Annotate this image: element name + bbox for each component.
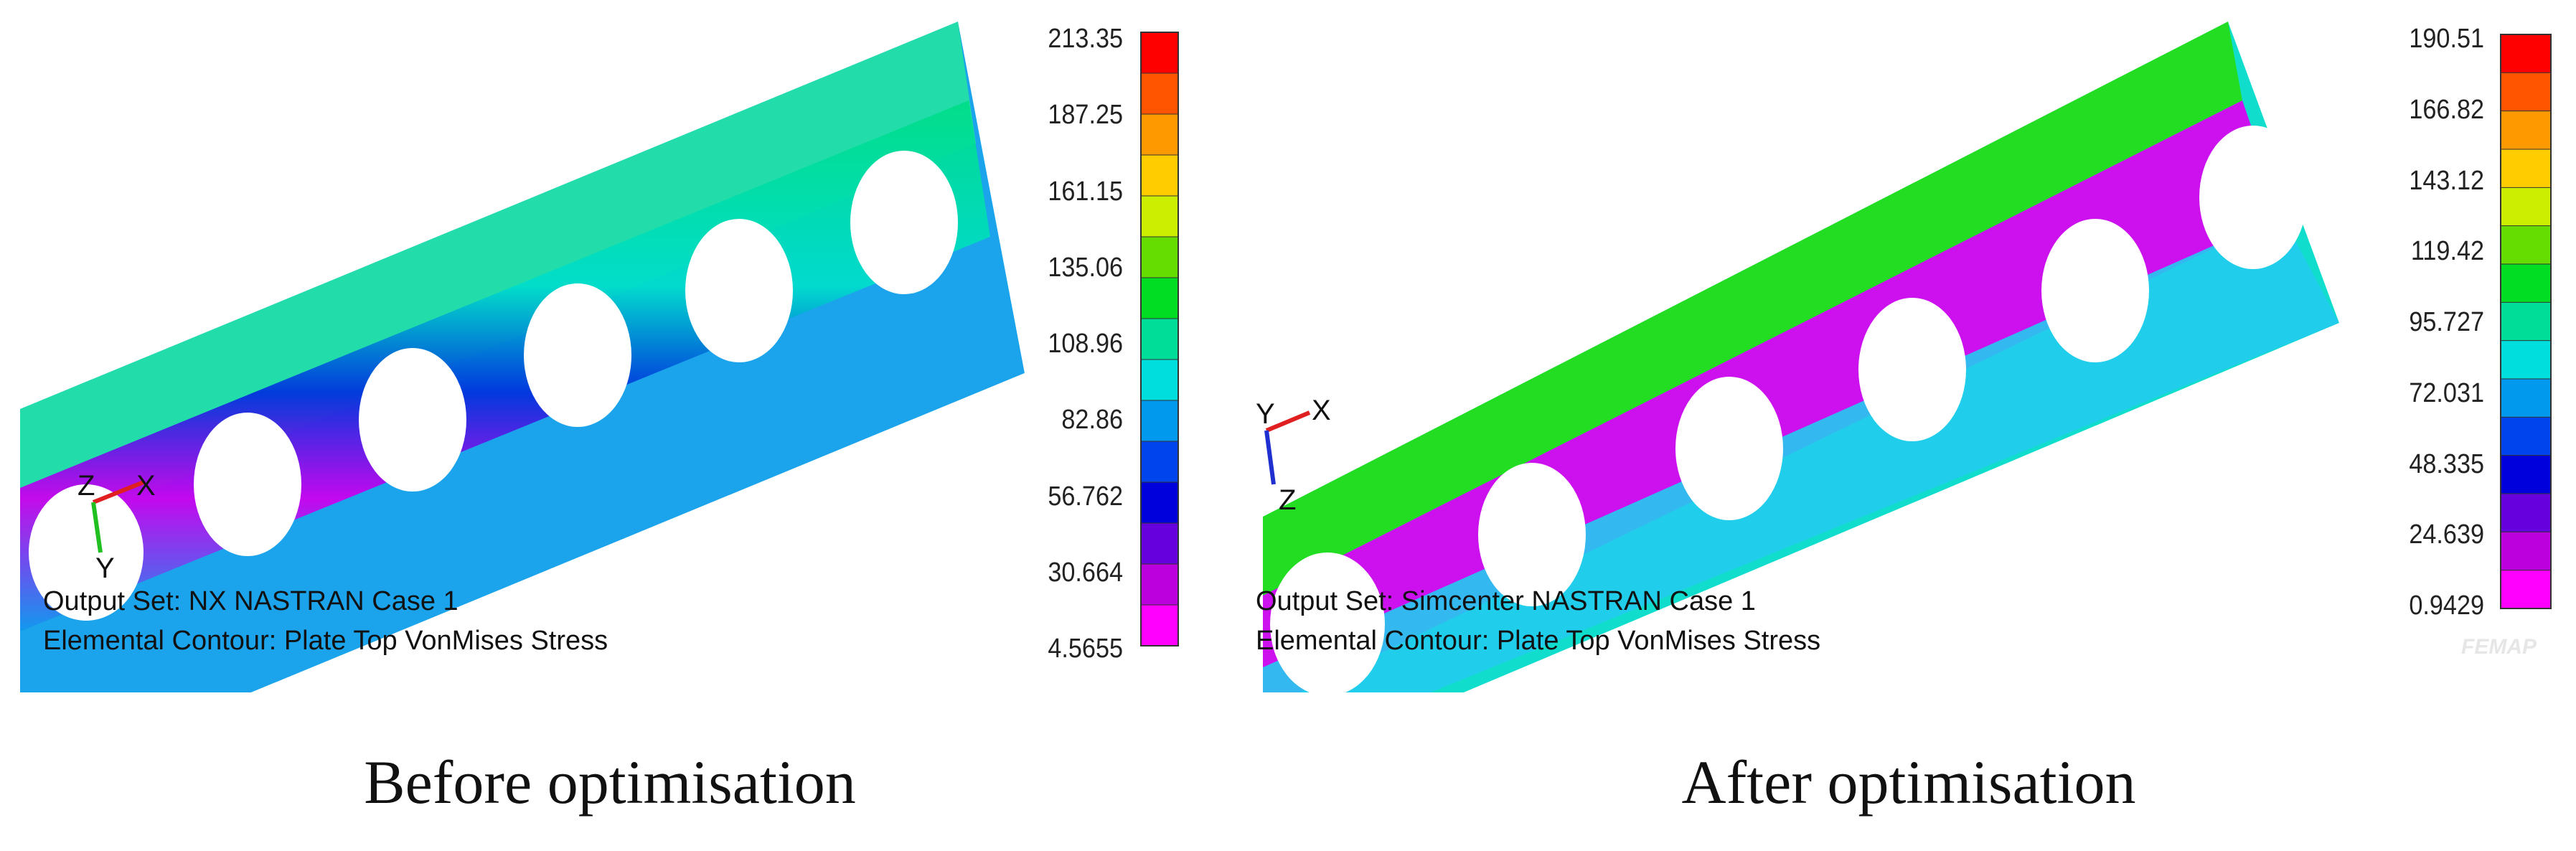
colorbar-segment xyxy=(2501,264,2551,303)
legend-value: 82.86 xyxy=(1061,405,1123,436)
legend-value: 56.762 xyxy=(1048,481,1123,512)
colorbar-segment xyxy=(1141,155,1178,197)
hole xyxy=(2041,219,2149,362)
colorbar-segment xyxy=(2501,302,2551,342)
before-colorbar xyxy=(1140,32,1179,647)
hole xyxy=(29,484,144,621)
svg-text:X: X xyxy=(136,470,156,502)
after-colorbar xyxy=(2500,34,2552,609)
legend-value: 213.35 xyxy=(1048,24,1123,54)
colorbar-segment xyxy=(2501,340,2551,380)
after-output-set: Output Set: Simcenter NASTRAN Case 1 xyxy=(1256,586,1756,616)
svg-text:Y: Y xyxy=(95,553,115,584)
svg-text:Y: Y xyxy=(1256,398,1275,430)
colorbar-segment xyxy=(1141,196,1178,238)
femap-logo: FEMAP xyxy=(2461,635,2537,659)
legend-value: 119.42 xyxy=(2410,236,2484,267)
after-panel: Y X Z Output Set: Simcenter NASTRAN Case… xyxy=(1249,0,2576,718)
legend-value: 48.335 xyxy=(2409,448,2484,479)
after-contour-label: Elemental Contour: Plate Top VonMises St… xyxy=(1256,626,1820,656)
colorbar-segment xyxy=(1141,441,1178,483)
after-holes xyxy=(1270,126,2307,696)
colorbar-segment xyxy=(2501,494,2551,532)
colorbar-segment xyxy=(1141,400,1178,442)
colorbar-segment xyxy=(2501,187,2551,227)
hole xyxy=(1478,463,1586,606)
before-holes xyxy=(29,151,958,621)
legend-value: 143.12 xyxy=(2409,165,2484,196)
colorbar-segment xyxy=(2501,570,2551,609)
colorbar-segment xyxy=(2501,455,2551,494)
colorbar-segment xyxy=(1141,605,1178,647)
legend-value: 190.51 xyxy=(2409,24,2484,54)
legend-value: 108.96 xyxy=(1048,329,1123,359)
hole xyxy=(359,348,466,492)
colorbar-segment xyxy=(2501,34,2551,73)
before-axis-triad: Z X Y xyxy=(77,470,156,584)
hole xyxy=(850,151,958,294)
colorbar-segment xyxy=(1141,237,1178,278)
colorbar-segment xyxy=(1141,523,1178,565)
before-panel: Z X Y Output Set: NX NASTRAN Case 1 Elem… xyxy=(0,0,1220,718)
legend-value: 24.639 xyxy=(2409,519,2484,550)
colorbar-segment xyxy=(1141,73,1178,115)
legend-value: 0.9429 xyxy=(2409,591,2484,621)
colorbar-segment xyxy=(1141,564,1178,606)
colorbar-segment xyxy=(1141,359,1178,401)
before-output-set: Output Set: NX NASTRAN Case 1 xyxy=(43,586,459,616)
after-stress-plot: Y X Z Output Set: Simcenter NASTRAN Case… xyxy=(1256,22,2552,696)
legend-value: 72.031 xyxy=(2409,377,2484,408)
colorbar-segment xyxy=(2501,225,2551,265)
svg-text:Z: Z xyxy=(1279,484,1296,516)
caption-after: After optimisation xyxy=(1681,748,2136,817)
svg-text:Z: Z xyxy=(77,470,95,502)
colorbar-segment xyxy=(2501,379,2551,418)
colorbar-segment xyxy=(1141,319,1178,360)
colorbar-segment xyxy=(2501,111,2551,150)
colorbar-segment xyxy=(2501,72,2551,112)
before-stress-plot: Z X Y Output Set: NX NASTRAN Case 1 Elem… xyxy=(20,22,1179,692)
hole xyxy=(685,219,793,362)
hole xyxy=(1675,377,1783,520)
colorbar-segment xyxy=(2501,532,2551,571)
after-axis-triad: Y X Z xyxy=(1256,395,1331,516)
colorbar-segment xyxy=(1141,114,1178,156)
legend-value: 4.5655 xyxy=(1048,634,1123,664)
hole xyxy=(524,283,631,427)
colorbar-segment xyxy=(1141,32,1178,74)
colorbar-segment xyxy=(2501,417,2551,456)
hole xyxy=(2199,126,2307,269)
caption-before: Before optimisation xyxy=(364,748,856,817)
colorbar-segment xyxy=(1141,482,1178,524)
hole xyxy=(1270,553,1385,696)
legend-value: 166.82 xyxy=(2409,94,2484,125)
before-contour-label: Elemental Contour: Plate Top VonMises St… xyxy=(43,626,608,656)
legend-value: 187.25 xyxy=(1048,100,1123,131)
hole xyxy=(194,413,301,556)
legend-value: 30.664 xyxy=(1048,557,1123,588)
colorbar-segment xyxy=(2501,149,2551,188)
legend-value: 95.727 xyxy=(2409,307,2484,337)
colorbar-segment xyxy=(1141,278,1178,319)
svg-text:X: X xyxy=(1312,395,1331,426)
legend-value: 135.06 xyxy=(1048,252,1123,283)
hole xyxy=(1858,298,1966,441)
legend-value: 161.15 xyxy=(1048,176,1123,207)
